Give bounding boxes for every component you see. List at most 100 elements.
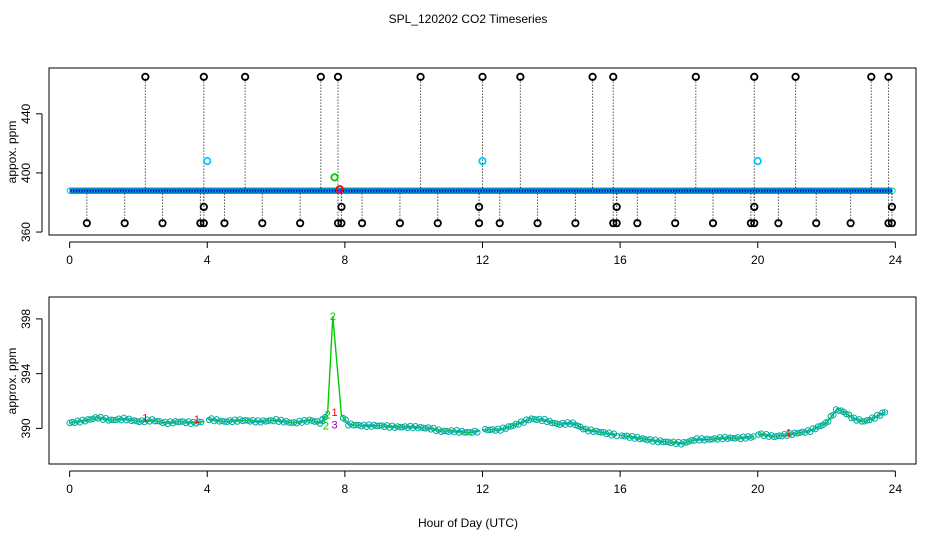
bottom-series-point [321,413,329,421]
top-spike-point-18 [196,219,205,228]
top-spike-point-31 [571,219,580,228]
top-x-tick-label-1: 4 [204,253,211,267]
x-axis-label: Hour of Day (UTC) [418,516,518,530]
bottom-sample-label-0: 2 [330,311,336,323]
top-spike-point-27 [433,219,442,228]
top-cyan-point-0 [203,157,212,166]
bottom-series-point [825,418,832,425]
bottom-series-point [579,425,587,433]
top-spike-point-25 [357,219,367,228]
top-spike-point-33 [612,219,621,228]
top-spike-point-42 [884,219,893,228]
bottom-x-tick-label-0: 0 [66,482,73,496]
top-green-point-0 [330,173,339,182]
bottom-plot-frame [48,296,917,465]
top-spike-point-40 [812,219,821,228]
top-spike-point-6 [478,72,487,81]
bottom-x-tick-label-4: 16 [613,482,627,496]
top-panel: appox. ppm 0 4 8 12 16 20 24 360 400 440 [5,67,917,267]
top-spike-point-4 [333,72,343,81]
bottom-series-point [507,423,515,430]
top-x-tick-label-3: 12 [476,253,490,267]
bottom-sample-label-1: 1 [331,407,337,419]
bottom-sample-label-6: 1 [142,412,148,424]
bottom-series-point [843,410,850,418]
top-spike-point-12 [791,72,800,81]
bottom-sample-label-4: 3 [331,419,337,431]
top-cyan-point-1 [478,157,487,166]
top-y-axis-label: appox. ppm [5,121,19,184]
bottom-series-point [874,411,881,419]
bottom-x-tick-label-1: 4 [204,482,211,496]
top-y-tick-label-0: 360 [19,222,33,242]
bottom-x-tick-label-2: 8 [342,482,349,496]
top-x-tick-label-6: 24 [889,253,903,267]
top-axes: 0 4 8 12 16 20 24 360 400 440 [19,103,902,267]
bottom-x-tick-label-5: 20 [751,482,765,496]
bottom-series-point [881,409,889,416]
top-spike-point-37 [746,219,755,228]
bottom-y-tick-label-0: 390 [19,418,33,438]
top-spike-point-32 [609,219,618,228]
top-spike-point-24 [337,219,346,228]
bottom-series-line-1 [207,316,480,434]
bottom-sample-label-8: 1 [786,428,792,440]
top-red-point-0 [335,185,344,194]
top-spike-point-9 [609,72,618,81]
top-spike-point-11 [750,72,759,81]
top-spike-point-17 [158,219,167,228]
top-dropout-point-3 [612,202,621,212]
top-y-tick-label-1: 400 [19,163,33,183]
top-spike-point-28 [474,219,484,228]
top-dropout-point-1 [337,202,346,212]
top-spike-point-43 [887,219,897,228]
top-dropout-point-0 [199,202,208,212]
bottom-series-point [342,416,349,423]
top-spike-point-8 [588,72,597,81]
top-spike-point-15 [82,219,91,228]
bottom-series-point [830,411,837,419]
top-spike-point-19 [199,219,208,228]
top-baseline-point [889,187,896,194]
bottom-sample-label-7: 1 [194,414,200,426]
top-data-marks [66,72,897,228]
bottom-y-tick-label-1: 394 [19,363,33,383]
bottom-series-point [848,414,855,422]
bottom-x-tick-label-6: 24 [889,482,903,496]
bottom-series-point [195,418,202,425]
top-spike-point-1 [199,72,208,81]
bottom-sample-label-5: 2 [323,421,329,433]
bottom-series-point [512,420,520,428]
bottom-x-tick-label-3: 12 [476,482,490,496]
top-spike-point-29 [495,219,504,228]
bottom-series-line-4 [757,408,886,438]
bottom-series-point [198,418,205,426]
bottom-y-tick-label-2: 398 [19,309,33,329]
top-x-tick-label-4: 16 [613,253,627,267]
top-spike-point-13 [867,72,876,81]
top-spike-point-36 [708,219,718,228]
top-dropout-point-2 [474,202,484,212]
top-spike-point-30 [533,219,542,228]
top-y-tick-label-2: 440 [19,103,33,123]
top-x-tick-label-0: 0 [66,253,73,267]
bottom-series-point [474,429,481,436]
top-cyan-point-2 [753,157,762,166]
top-spike-point-10 [691,72,700,81]
top-spike-point-21 [258,219,267,228]
top-x-tick-label-2: 8 [342,253,349,267]
top-spike-point-23 [333,219,343,228]
top-spike-point-39 [774,219,783,228]
bottom-series-point [879,409,886,416]
top-spike-point-35 [671,219,680,228]
top-spike-point-41 [846,219,855,228]
top-spike-point-38 [750,219,759,228]
top-dropout-point-5 [887,202,897,212]
bottom-y-axis-label: approx. ppm [5,348,19,415]
bottom-series-line-0 [69,416,204,424]
top-spike-point-5 [416,72,425,81]
